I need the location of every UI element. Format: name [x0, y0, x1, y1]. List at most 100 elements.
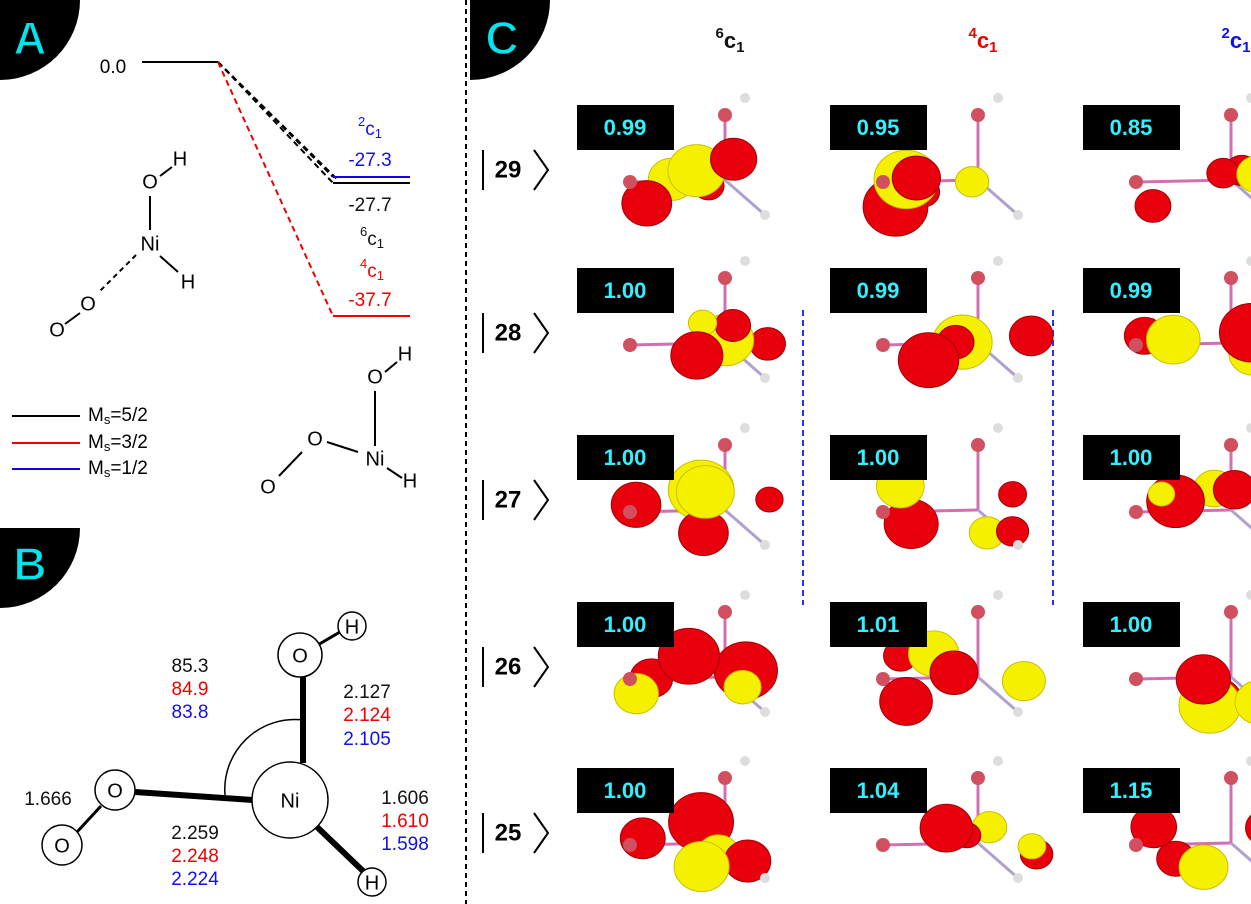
atom-ball	[1246, 93, 1251, 103]
occupation: 0.95	[857, 115, 900, 140]
lobe	[611, 482, 661, 527]
atom-ball	[623, 672, 637, 686]
lobe	[620, 818, 665, 859]
lobe	[1176, 655, 1230, 704]
orbital-cell: 1.00	[830, 423, 1029, 550]
atom: H	[345, 616, 359, 638]
atom-ball	[718, 438, 732, 452]
connector	[218, 62, 338, 180]
ket-bracket	[534, 313, 548, 353]
atom-ball	[760, 540, 770, 550]
atom: O	[49, 319, 65, 341]
atom-ball	[993, 93, 1003, 103]
ket-bracket	[534, 150, 548, 190]
column-header: 4c1	[969, 25, 998, 56]
atom-ball	[876, 505, 890, 519]
atom: O	[80, 293, 96, 315]
atom-ball	[760, 210, 770, 220]
bond	[1231, 843, 1251, 878]
base: c	[367, 229, 377, 250]
atom: Ni	[141, 233, 160, 255]
bond	[1231, 510, 1251, 545]
orbital-cell: 1.00	[577, 756, 771, 892]
figure: A B C 0.0 2c1 -27.3 -27.7 6c1 4c1 -37.7 …	[0, 0, 1251, 904]
lobe	[711, 138, 757, 180]
column-header: 2c1	[1222, 25, 1251, 56]
occupation: 1.15	[1110, 778, 1153, 803]
sub: 1	[377, 236, 384, 251]
occupation: 0.99	[604, 115, 647, 140]
atom: O	[260, 476, 276, 498]
base: M	[88, 405, 104, 426]
sup: 4	[360, 256, 367, 271]
atom-ball	[971, 108, 985, 122]
orbital-cell: 1.01	[830, 590, 1045, 725]
atom-ball	[1129, 338, 1143, 352]
atom-ball	[718, 108, 732, 122]
atom-ball	[623, 505, 637, 519]
lobe	[955, 167, 988, 197]
orbital-cell: 0.95	[830, 93, 1023, 236]
orbital-cell: 1.00	[577, 423, 783, 556]
lobe	[1146, 315, 1200, 364]
occupation: 1.01	[857, 612, 900, 637]
atom-ball	[1013, 707, 1023, 717]
orbital-cell: 0.99	[830, 256, 1053, 388]
atom-ball	[1129, 672, 1143, 686]
text: =5/2	[110, 405, 148, 426]
base: c	[367, 261, 377, 282]
atom: O	[142, 171, 158, 193]
occupation: 1.04	[857, 778, 901, 803]
atom-ball	[993, 423, 1003, 433]
sub: 1	[375, 126, 382, 141]
text: =1/2	[110, 458, 148, 479]
bond-length: 2.224	[171, 869, 219, 890]
lobe	[1179, 845, 1228, 889]
bond	[978, 843, 1018, 878]
lobe	[674, 842, 729, 892]
sub: 1	[989, 39, 997, 56]
atom-ball	[1246, 256, 1251, 266]
lobe	[671, 332, 723, 379]
orbital-cell: 1.04	[830, 756, 1053, 883]
atom-ball	[1246, 423, 1251, 433]
angle: 85.3	[172, 656, 209, 677]
sup: 6	[360, 224, 367, 239]
orbital-index: 29	[495, 156, 522, 183]
lobe	[1207, 158, 1239, 188]
panel-label: B	[13, 538, 46, 590]
bond-length: 2.127	[343, 682, 391, 703]
atom-ball	[1246, 590, 1251, 600]
ket-bracket	[534, 647, 548, 687]
base: M	[88, 458, 104, 479]
atom-ball	[740, 423, 750, 433]
orbital-index: 26	[495, 653, 522, 680]
atom-ball	[1246, 756, 1251, 766]
base: c	[977, 28, 989, 53]
state-label: 2c1	[358, 114, 382, 141]
legend-label: Ms=1/2	[88, 458, 148, 480]
atom-ball	[1013, 373, 1023, 383]
atom: H	[365, 872, 379, 894]
atom-ball	[623, 175, 637, 189]
atom-ball	[971, 605, 985, 619]
atom-ball	[623, 838, 637, 852]
panel-label: A	[13, 12, 46, 64]
bond	[725, 510, 765, 545]
atom-ball	[876, 838, 890, 852]
atom-ball	[740, 590, 750, 600]
occupation: 1.00	[604, 612, 647, 637]
lobe	[898, 333, 958, 388]
occupation: 1.00	[857, 445, 900, 470]
panel-label: C	[485, 12, 518, 64]
sub: 1	[736, 39, 744, 56]
ket-bracket	[534, 813, 548, 853]
energy: -27.7	[348, 195, 391, 216]
sub: 1	[1242, 39, 1250, 56]
atom: O	[292, 645, 308, 667]
lobe	[750, 328, 786, 360]
occupation: 1.00	[1110, 612, 1153, 637]
base: M	[88, 432, 104, 453]
orbital-grid: 0.990.950.851.000.990.991.001.001.001.00…	[577, 93, 1251, 892]
atom-ball	[760, 873, 770, 883]
